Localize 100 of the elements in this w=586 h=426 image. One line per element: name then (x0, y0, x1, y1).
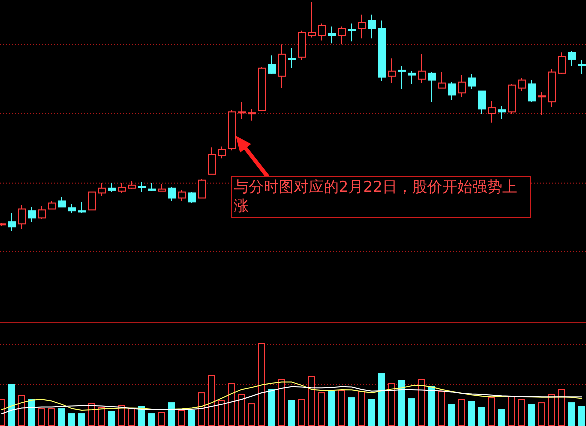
candlestick (558, 52, 566, 75)
candlestick (348, 23, 356, 42)
candlestick (338, 26, 346, 46)
bar (348, 398, 356, 426)
bar (58, 408, 66, 426)
bar (268, 390, 276, 426)
candlestick (408, 70, 416, 85)
annotation: 与分时图对应的2月22日，股价开始强势上涨 (231, 176, 531, 218)
bar (328, 391, 336, 426)
candlestick (288, 48, 296, 69)
candlestick (118, 182, 126, 194)
bar (38, 408, 46, 426)
bar (258, 344, 266, 426)
candlestick (318, 23, 326, 42)
bar (118, 405, 126, 426)
bar (368, 400, 376, 426)
candlestick (358, 14, 366, 40)
bar (158, 412, 166, 426)
candlestick (458, 74, 466, 98)
bar (448, 404, 456, 426)
bar (548, 394, 556, 426)
bar (338, 390, 346, 426)
bar (508, 396, 516, 426)
candlestick (478, 90, 486, 114)
candlestick (578, 60, 586, 75)
candlestick (278, 44, 286, 89)
bar (28, 400, 36, 426)
bar (228, 384, 236, 426)
candlestick (518, 78, 526, 92)
bar (78, 414, 86, 426)
bar (198, 392, 206, 426)
bar (148, 414, 156, 426)
bar (398, 380, 406, 426)
bar (308, 376, 316, 426)
bar (248, 404, 256, 426)
bar (108, 411, 116, 426)
bar (568, 402, 576, 426)
bar (378, 374, 386, 426)
candlestick (468, 74, 476, 90)
bar (428, 386, 436, 426)
candlestick (368, 14, 376, 40)
bar (388, 384, 396, 426)
bar (488, 398, 496, 426)
candlestick (428, 72, 436, 103)
bar (458, 400, 466, 426)
candlestick (18, 204, 26, 230)
candlestick (498, 106, 506, 120)
candlestick (78, 202, 86, 214)
candlestick (448, 82, 456, 101)
bar (18, 395, 26, 426)
bar (578, 406, 586, 426)
bar (358, 391, 366, 426)
bar (318, 392, 326, 426)
candlestick (168, 186, 176, 202)
candlestick (528, 80, 536, 103)
candlestick (218, 146, 226, 160)
candlestick (58, 196, 66, 208)
bar (558, 390, 566, 426)
bar (438, 391, 446, 426)
candlestick (268, 55, 276, 75)
candlestick (138, 182, 146, 193)
candlestick (238, 102, 246, 120)
bar (68, 414, 76, 426)
bar (188, 410, 196, 426)
bar (238, 394, 246, 426)
bar (478, 407, 486, 426)
bar (168, 402, 176, 426)
candlestick (418, 54, 426, 84)
candlestick (328, 26, 336, 44)
bar (538, 402, 546, 426)
bar (218, 400, 226, 426)
candlestick (8, 212, 16, 232)
candlestick (208, 147, 216, 175)
bar (528, 404, 536, 426)
bar (0, 400, 6, 426)
candlestick (308, 2, 316, 38)
candlestick (88, 192, 96, 211)
bar (518, 400, 526, 426)
candlestick (568, 50, 576, 67)
bar (468, 401, 476, 426)
candlestick (488, 100, 496, 124)
bar (278, 380, 286, 426)
bar (418, 380, 426, 426)
bar (178, 410, 186, 426)
bar (128, 408, 136, 426)
candlestick (28, 206, 36, 223)
bar (288, 400, 296, 426)
bar (208, 375, 216, 426)
candlestick (438, 72, 446, 89)
candlestick (98, 182, 106, 197)
candlestick (178, 190, 186, 202)
bar (98, 407, 106, 426)
bar (298, 400, 306, 426)
candlestick (398, 66, 406, 90)
bar (408, 398, 416, 426)
candlestick (538, 92, 546, 116)
bar (48, 408, 56, 426)
candlestick (248, 108, 256, 122)
bar (8, 384, 16, 426)
candlestick (388, 58, 396, 84)
